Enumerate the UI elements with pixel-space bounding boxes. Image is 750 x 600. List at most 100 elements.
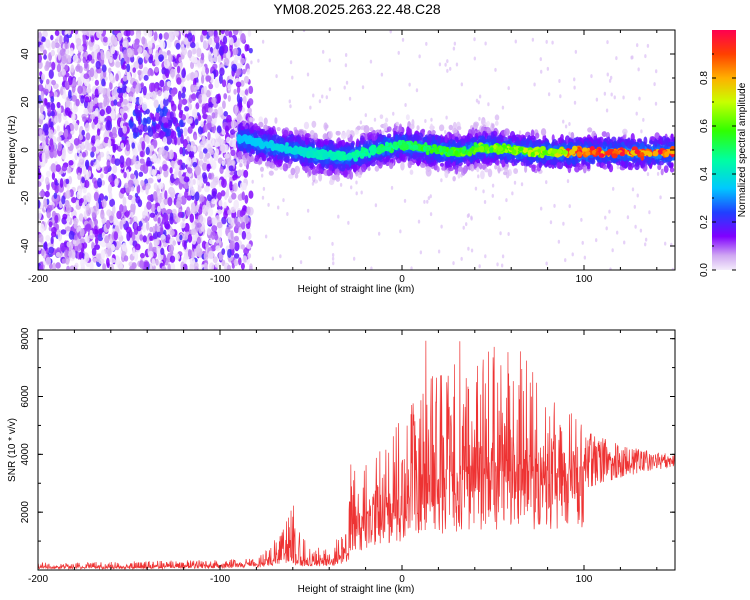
heatmap-cell <box>124 182 129 189</box>
heatmap-cell <box>309 105 312 110</box>
heatmap-cell <box>115 73 119 82</box>
heatmap-cell <box>90 160 94 167</box>
heatmap-cell <box>65 258 70 266</box>
heatmap-cell <box>225 114 232 123</box>
heatmap-cell <box>199 196 205 203</box>
heatmap-cell <box>130 173 135 180</box>
heatmap-cell <box>141 140 146 151</box>
heatmap-cell <box>236 37 241 47</box>
heatmap-cell <box>349 185 353 190</box>
heatmap-cell <box>38 31 42 42</box>
heatmap-cell <box>233 199 240 210</box>
heatmap-cell <box>46 78 50 85</box>
heatmap-cell <box>229 44 233 51</box>
heatmap-cell <box>60 229 67 235</box>
heatmap-cell <box>83 179 90 189</box>
heatmap-cell <box>224 125 229 134</box>
heatmap-cell <box>101 78 106 87</box>
heatmap-cell <box>133 127 139 134</box>
heatmap-cell <box>546 66 550 71</box>
heatmap-cell <box>80 257 85 268</box>
heatmap-cell <box>45 136 49 145</box>
heatmap-cell <box>190 206 196 214</box>
heatmap-cell <box>150 90 157 101</box>
heatmap-cell <box>75 65 81 72</box>
heatmap-cell <box>247 107 252 115</box>
heatmap-cell <box>172 30 179 37</box>
heatmap-cell <box>427 196 431 201</box>
heatmap-cell <box>452 46 456 51</box>
heatmap-cell <box>564 258 567 263</box>
heatmap-cell <box>141 210 146 219</box>
heatmap-cell <box>168 53 173 63</box>
heatmap-cell <box>55 164 62 173</box>
heatmap-cell <box>68 160 74 166</box>
heatmap-cell <box>520 182 524 187</box>
heatmap-cell <box>139 234 144 241</box>
heatmap-cell <box>224 170 230 178</box>
heatmap-cell <box>466 214 470 219</box>
heatmap-cell <box>105 242 112 249</box>
heatmap-cell <box>129 30 135 36</box>
heatmap-cell <box>142 124 148 133</box>
heatmap-cell <box>473 56 477 61</box>
heatmap-cell <box>100 210 105 220</box>
heatmap-cell <box>158 33 163 40</box>
heatmap-cell <box>178 56 182 63</box>
heatmap-cell <box>191 84 198 93</box>
heatmap-cell <box>184 106 190 112</box>
heatmap-cell <box>68 230 75 240</box>
heatmap-cell <box>203 262 209 270</box>
heatmap-cell <box>216 221 223 229</box>
heatmap-cell <box>74 122 79 131</box>
heatmap-cell <box>168 244 175 253</box>
heatmap-cell <box>155 258 159 266</box>
heatmap-cell <box>355 191 358 196</box>
heatmap-cell <box>154 67 159 73</box>
heatmap-cell <box>81 141 85 150</box>
heatmap-cell <box>313 132 318 141</box>
heatmap-cell <box>261 39 265 44</box>
heatmap-cell <box>152 191 158 201</box>
heatmap-cell <box>182 233 189 241</box>
heatmap-cell <box>142 66 149 75</box>
heatmap-cell <box>223 57 230 66</box>
heatmap-cell <box>231 63 238 72</box>
heatmap-cell <box>180 221 186 229</box>
heatmap-cell <box>109 198 116 207</box>
heatmap-cell <box>91 247 97 256</box>
heatmap-cell <box>198 93 203 104</box>
heatmap-cell <box>190 93 197 100</box>
heatmap-cell <box>123 255 129 262</box>
heatmap-cell <box>197 126 204 135</box>
heatmap-cell <box>119 108 125 115</box>
heatmap-cell <box>246 243 252 249</box>
heatmap-cell <box>343 85 346 90</box>
heatmap-cell <box>52 148 58 159</box>
heatmap-cell <box>179 176 185 184</box>
heatmap-cell <box>308 236 311 241</box>
heatmap-cell <box>233 182 238 192</box>
heatmap-cell <box>66 30 72 36</box>
heatmap-cell <box>176 77 182 85</box>
heatmap-cell <box>149 144 155 152</box>
heatmap-cell <box>78 158 85 169</box>
heatmap-cell <box>219 166 224 174</box>
heatmap-cell <box>142 223 146 233</box>
heatmap-cell <box>494 67 497 72</box>
heatmap-cell <box>64 107 71 116</box>
heatmap-cell <box>116 210 122 220</box>
heatmap-cell <box>74 30 79 35</box>
heatmap-cell <box>48 221 53 228</box>
heatmap-cell <box>425 166 431 171</box>
heatmap-cell <box>121 64 127 70</box>
heatmap-cell <box>85 132 91 141</box>
heatmap-cell <box>227 216 233 224</box>
heatmap-cell <box>482 189 485 194</box>
heatmap-cell <box>100 173 104 179</box>
heatmap-cell <box>208 37 213 46</box>
heatmap-cell <box>208 250 214 260</box>
heatmap-cell <box>75 37 82 45</box>
heatmap-cell <box>664 241 667 246</box>
heatmap-cell <box>132 147 138 158</box>
